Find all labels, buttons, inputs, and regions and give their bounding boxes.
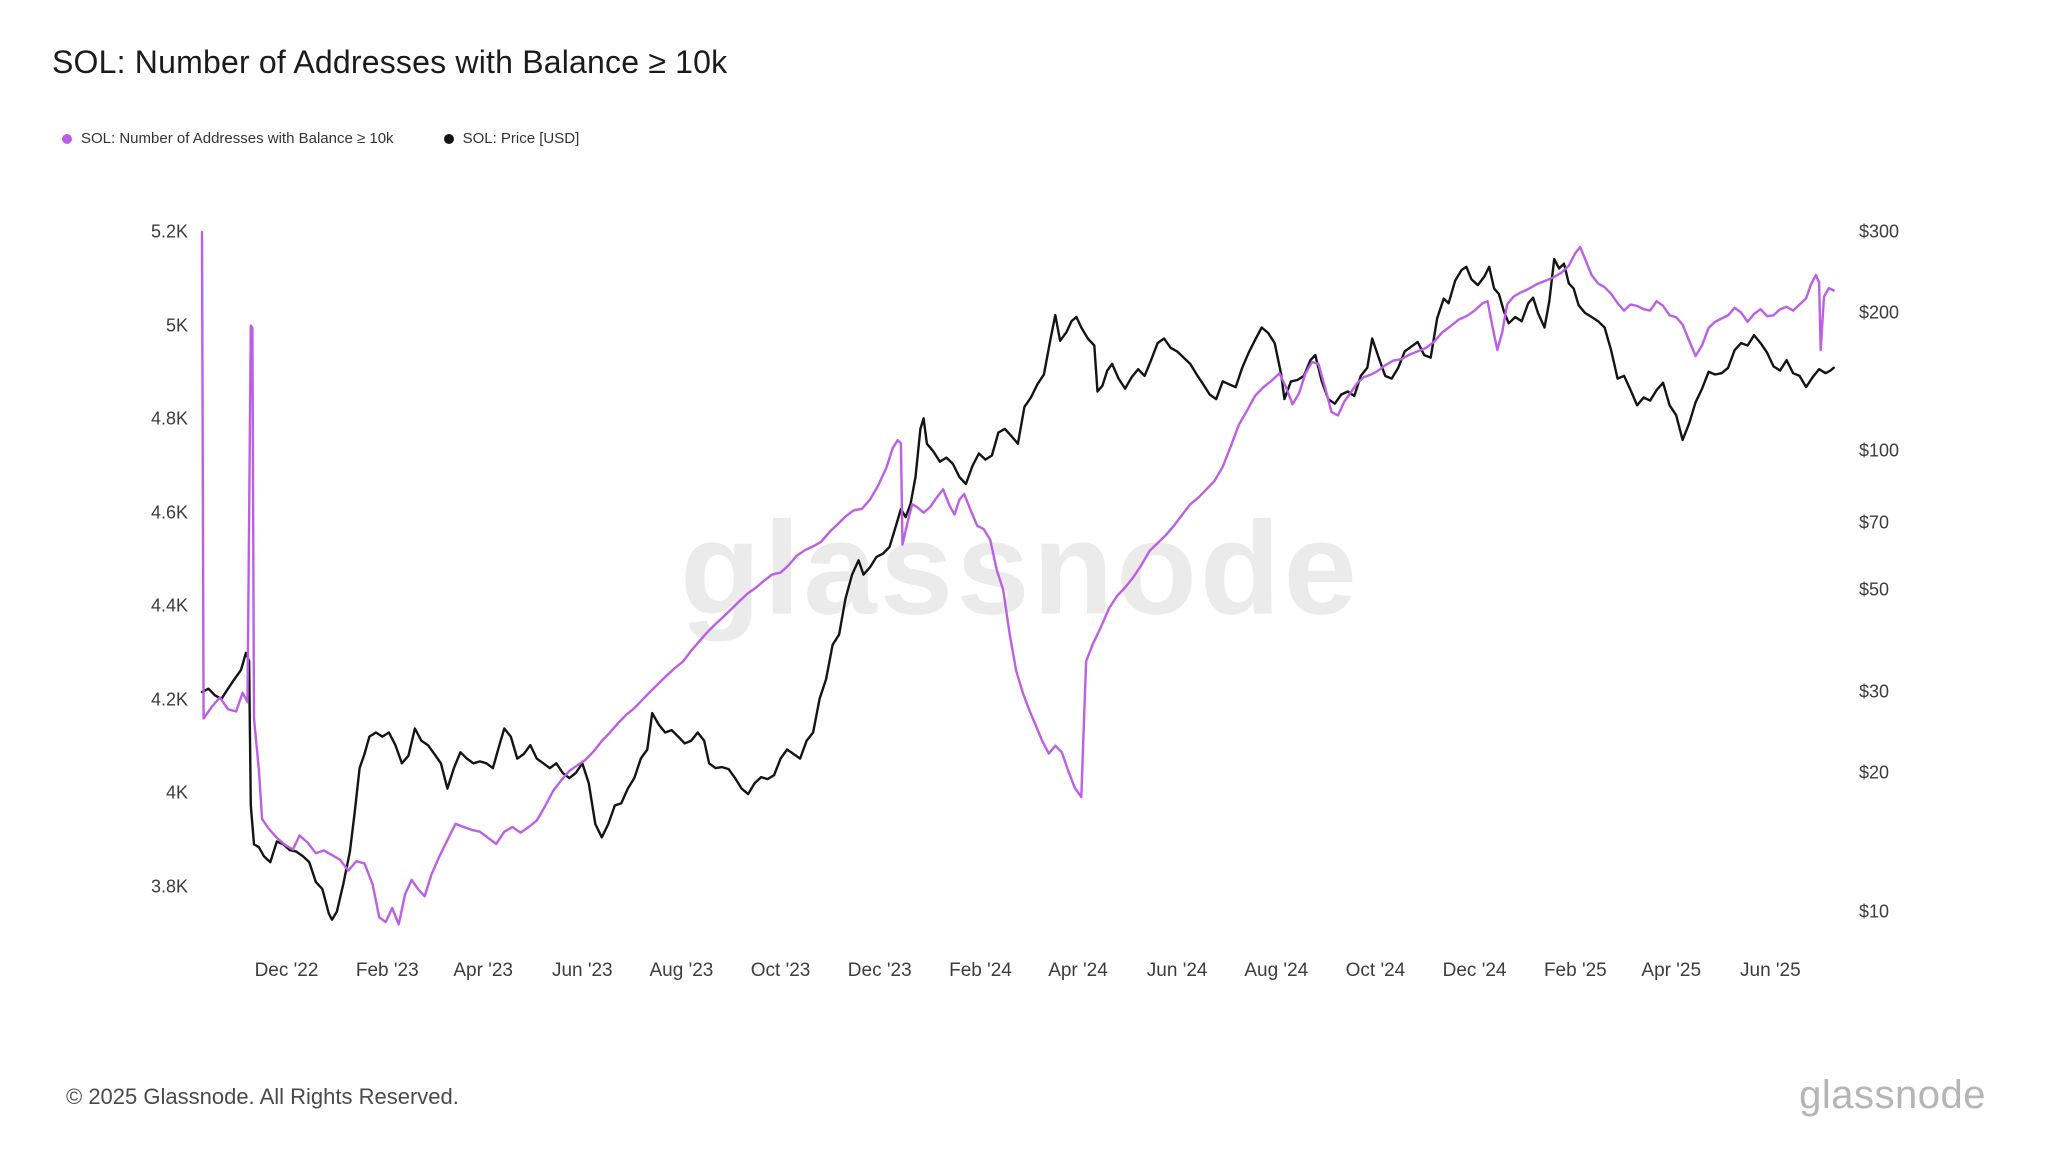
legend-label-price: SOL: Price [USD] — [462, 130, 580, 147]
plot-area[interactable] — [202, 232, 1837, 944]
y-axis-right-tick: $70 — [1859, 512, 1890, 533]
legend-item-addresses[interactable]: SOL: Number of Addresses with Balance ≥ … — [62, 130, 394, 147]
legend-label-addresses: SOL: Number of Addresses with Balance ≥ … — [81, 130, 394, 147]
legend-dot-addresses-icon — [62, 133, 72, 144]
y-axis-right-tick: $200 — [1859, 302, 1900, 323]
legend-dot-price-icon — [443, 133, 454, 144]
y-axis-left-tick: 5K — [165, 315, 188, 336]
y-axis-left-tick: 4.8K — [150, 408, 188, 429]
addresses-line — [200, 230, 1835, 926]
legend-item-price[interactable]: SOL: Price [USD] — [443, 130, 580, 147]
page-title: SOL: Number of Addresses with Balance ≥ … — [52, 44, 728, 80]
y-axis-right-tick: $300 — [1859, 221, 1900, 242]
legend: SOL: Number of Addresses with Balance ≥ … — [62, 130, 579, 147]
y-axis-right-tick: $50 — [1859, 579, 1890, 600]
y-axis-left: 5.2K 5K 4.8K 4.6K 4.4K 4.2K 4K 3.8K — [0, 0, 188, 1152]
y-axis-left-tick: 5.2K — [150, 221, 188, 242]
y-axis-right-tick: $30 — [1859, 681, 1890, 702]
y-axis-left-tick: 4.2K — [150, 689, 188, 710]
y-axis-left-tick: 3.8K — [150, 876, 188, 897]
glassnode-watermark: glassnode — [680, 494, 1360, 642]
y-axis-right-tick: $10 — [1859, 901, 1890, 922]
y-axis-left-tick: 4K — [165, 782, 188, 803]
price-line — [200, 257, 1835, 921]
y-axis-left-tick: 4.6K — [150, 502, 188, 523]
copyright-text: © 2025 Glassnode. All Rights Reserved. — [66, 1084, 459, 1109]
glassnode-logo: glassnode — [1799, 1073, 1986, 1117]
y-axis-right-tick: $100 — [1859, 440, 1900, 461]
y-axis-right-tick: $20 — [1859, 762, 1890, 783]
y-axis-left-tick: 4.4K — [150, 595, 188, 616]
y-axis-right: $300 $200 $100 $70 $50 $30 $20 $10 — [1859, 0, 1979, 1152]
